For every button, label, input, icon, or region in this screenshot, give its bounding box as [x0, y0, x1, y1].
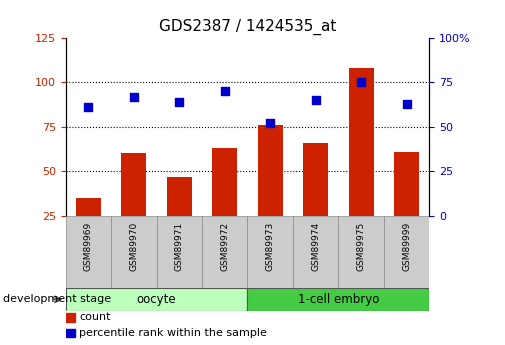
Bar: [247, 216, 293, 288]
Bar: [66, 288, 247, 310]
Text: GSM89975: GSM89975: [357, 221, 366, 271]
Text: GSM89970: GSM89970: [129, 221, 138, 271]
Text: oocyte: oocyte: [137, 293, 176, 306]
Text: GSM89999: GSM89999: [402, 221, 411, 271]
Point: [84, 105, 92, 110]
Point: [357, 80, 365, 85]
Bar: [384, 216, 429, 288]
Bar: [202, 216, 247, 288]
Bar: [258, 125, 283, 216]
Bar: [121, 154, 146, 216]
Bar: [167, 177, 192, 216]
Text: GSM89973: GSM89973: [266, 221, 275, 271]
Text: GSM89972: GSM89972: [220, 221, 229, 270]
Bar: [293, 216, 338, 288]
Point: [266, 120, 274, 126]
Bar: [76, 198, 101, 216]
Text: development stage: development stage: [3, 294, 111, 304]
Bar: [66, 216, 111, 288]
Bar: [66, 329, 75, 337]
Text: GSM89969: GSM89969: [84, 221, 93, 271]
Text: count: count: [79, 313, 111, 323]
Point: [130, 94, 138, 99]
Text: GSM89974: GSM89974: [311, 221, 320, 270]
Bar: [338, 216, 384, 288]
Bar: [212, 148, 237, 216]
Bar: [111, 216, 157, 288]
Text: GSM89971: GSM89971: [175, 221, 184, 271]
Bar: [394, 152, 419, 216]
Point: [175, 99, 183, 105]
Point: [312, 97, 320, 103]
Title: GDS2387 / 1424535_at: GDS2387 / 1424535_at: [159, 19, 336, 35]
Point: [402, 101, 411, 107]
Bar: [247, 288, 429, 310]
Bar: [348, 68, 374, 216]
Bar: [66, 313, 75, 322]
Text: 1-cell embryo: 1-cell embryo: [297, 293, 379, 306]
Bar: [303, 143, 328, 216]
Point: [221, 88, 229, 94]
Bar: [157, 216, 202, 288]
Text: percentile rank within the sample: percentile rank within the sample: [79, 328, 267, 338]
